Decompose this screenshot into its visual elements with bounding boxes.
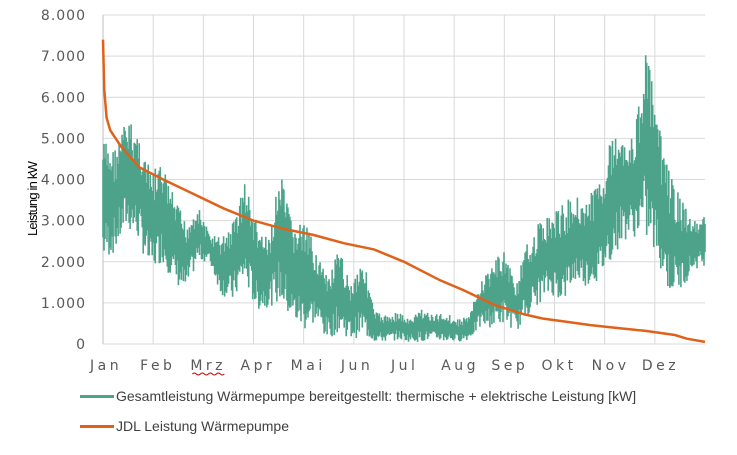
x-tick-label: Aug: [441, 358, 479, 374]
x-tick-label: Mrz: [190, 358, 226, 374]
spellcheck-underline: [191, 372, 225, 376]
series-jdl-line: [101, 39, 706, 344]
y-tick-label: 8.000: [41, 8, 86, 24]
legend-item-gesamtleistung: Gesamtleistung Wärmepumpe bereitgestellt…: [80, 388, 636, 404]
x-tick-label: Jan: [89, 358, 122, 374]
legend-label: JDL Leistung Wärmepumpe: [116, 418, 290, 434]
x-tick-label: Feb: [140, 358, 175, 374]
x-tick-label: Jun: [340, 358, 373, 374]
y-tick-label: 2.000: [41, 255, 86, 271]
x-tick-label: Jul: [390, 358, 418, 374]
y-tick-label: 7.000: [41, 49, 86, 65]
series-gesamtleistung: [102, 55, 706, 342]
y-tick-label: 0: [76, 337, 86, 353]
x-tick-label: Dez: [642, 358, 679, 374]
legend-label: Gesamtleistung Wärmepumpe bereitgestellt…: [116, 388, 637, 404]
x-tick-label: Okt: [542, 358, 577, 374]
y-axis-label: Leistung in kW: [25, 160, 40, 236]
x-ticks: Jan Feb Mrz Apr Mai Jun Jul Aug Sep Okt Nov Dez: [89, 358, 679, 376]
chart: 0 1.000 2.000 3.000 4.000 5.000 6.000 7.000 8.00…: [25, 8, 706, 376]
x-tick-label: Apr: [241, 358, 276, 374]
x-tick-label: Nov: [592, 358, 630, 374]
legend-swatch: [80, 424, 114, 428]
legend-swatch: [80, 394, 114, 398]
green-series-band: [102, 55, 706, 342]
x-tick-label: Mai: [291, 358, 326, 374]
y-tick-label: 5.000: [41, 131, 86, 147]
y-tick-label: 4.000: [41, 173, 86, 189]
y-tick-label: 6.000: [41, 90, 86, 106]
legend-item-jdl: JDL Leistung Wärmepumpe: [80, 418, 289, 434]
y-tick-label: 1.000: [41, 296, 86, 312]
y-ticks: 0 1.000 2.000 3.000 4.000 5.000 6.000 7.000 8.00…: [41, 8, 86, 353]
x-tick-label: Sep: [491, 358, 528, 374]
y-tick-label: 3.000: [41, 214, 86, 230]
